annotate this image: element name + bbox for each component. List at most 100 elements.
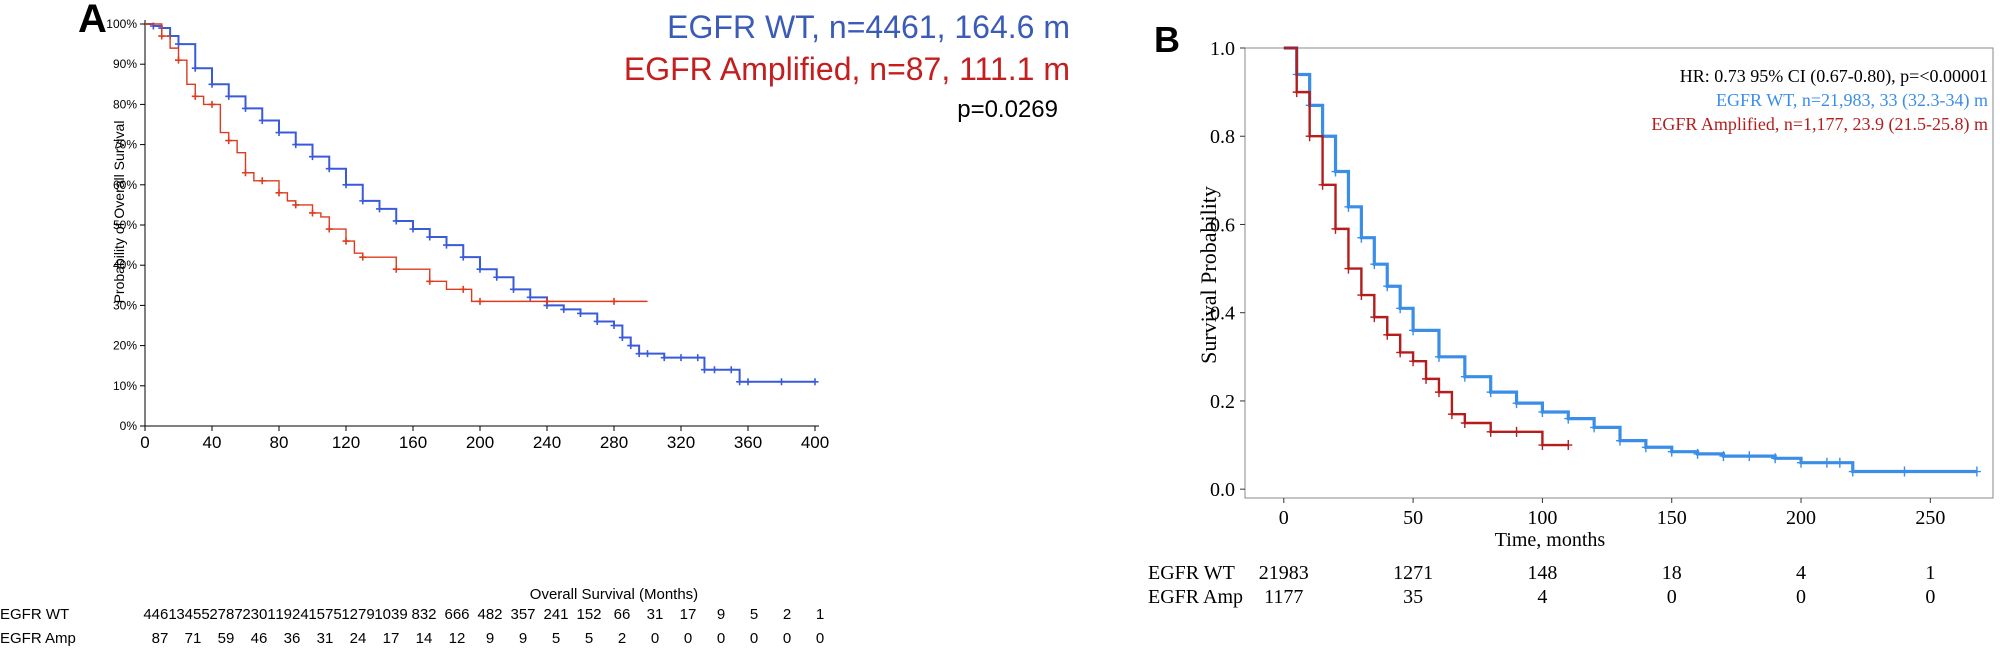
censor-mark	[711, 366, 718, 374]
censor-mark	[1564, 440, 1573, 451]
censor-mark	[1331, 166, 1340, 177]
y-tick-label: 50%	[113, 218, 137, 232]
censor-mark	[677, 354, 685, 362]
risk-cell: 9	[486, 630, 494, 647]
censor-mark	[225, 92, 233, 100]
egfr-amp-curve	[145, 23, 648, 303]
censor-mark	[1422, 373, 1431, 384]
censor-mark	[543, 297, 551, 305]
censor-mark	[493, 273, 501, 281]
censor-mark	[359, 197, 367, 205]
panel-a-chart: A 0% 10% 20% 30% 40% 50% 60% 70% 80% 90% 100% 0 40 80…	[0, 0, 1070, 647]
censor-mark	[1357, 232, 1366, 243]
y-tick-label: 40%	[113, 258, 137, 272]
y-tick-label: 0.6	[1210, 214, 1235, 236]
risk-cell: 1924	[275, 606, 308, 623]
censor-mark	[635, 350, 643, 358]
y-tick-label: 0.4	[1210, 303, 1235, 325]
risk-cell: 87	[152, 630, 169, 647]
legend-egfr-wt: EGFR WT, n=21,983, 33 (32.3-34) m	[1716, 90, 1988, 111]
censor-mark	[1616, 435, 1624, 446]
censor-mark	[526, 293, 534, 301]
risk-cell: 2	[618, 630, 626, 647]
x-tick-label: 320	[667, 433, 695, 452]
y-tick-label: 100%	[106, 17, 137, 31]
x-tick-label: 50	[1403, 507, 1423, 529]
censor-mark	[292, 201, 300, 209]
censor-mark	[644, 350, 651, 358]
panel-a-axes: 0% 10% 20% 30% 40% 50% 60% 70% 80% 90% 100% 0 40 80 12…	[106, 17, 829, 452]
censor-mark	[627, 342, 635, 350]
censor-mark	[1590, 422, 1599, 433]
panel-a-label: A	[78, 0, 107, 41]
y-tick-label: 80%	[113, 97, 137, 111]
censor-mark	[727, 366, 735, 374]
censor-mark	[191, 92, 199, 100]
censor-mark	[811, 378, 819, 386]
censor-mark	[409, 225, 417, 233]
risk-cell: 5	[585, 630, 593, 647]
censor-mark	[778, 378, 785, 386]
risk-cell: 148	[1527, 562, 1557, 584]
panel-a-series	[145, 22, 819, 386]
censor-mark	[736, 378, 744, 386]
censor-mark	[577, 309, 584, 317]
censor-mark	[1434, 351, 1443, 362]
x-tick-label: 0	[140, 433, 149, 452]
risk-cell: 1177	[1264, 586, 1303, 608]
risk-cell: 2301	[242, 606, 275, 623]
censor-mark	[1538, 440, 1547, 451]
risk-cell: 482	[477, 606, 502, 623]
y-tick-label: 1.0	[1210, 38, 1235, 60]
censor-mark	[459, 285, 467, 293]
risk-cell: 24	[350, 630, 367, 647]
y-tick-label: 90%	[113, 57, 137, 71]
censor-mark	[1641, 442, 1650, 453]
x-tick-label: 40	[203, 433, 222, 452]
risk-cell: 4	[1537, 586, 1547, 608]
censor-mark	[1344, 201, 1353, 212]
y-tick-label: 70%	[113, 138, 137, 152]
egfr-wt-curve	[1283, 46, 1977, 474]
risk-cell: 5	[552, 630, 560, 647]
censor-mark	[1370, 259, 1379, 270]
censor-mark	[1396, 303, 1405, 314]
censor-mark	[1396, 347, 1405, 358]
censor-mark	[392, 217, 400, 225]
x-tick-label: 400	[801, 433, 829, 452]
egfr-wt-censor-marks	[149, 22, 819, 386]
censor-mark	[275, 129, 283, 137]
risk-cell: 0	[1925, 586, 1935, 608]
risk-row-label: EGFR Amp	[0, 630, 76, 647]
risk-cell: 0	[816, 630, 824, 647]
censor-mark	[392, 265, 400, 273]
censor-mark	[258, 116, 266, 124]
egfr-wt-censor-marks	[1292, 69, 1981, 477]
legend-egfr-amplified: EGFR Amplified, n=1,177, 23.9 (21.5-25.8…	[1651, 114, 1988, 135]
censor-mark	[1771, 453, 1780, 464]
censor-mark	[1900, 466, 1909, 477]
risk-cell: 31	[647, 606, 664, 623]
risk-cell: 0	[783, 630, 791, 647]
risk-cell: 0	[651, 630, 659, 647]
panel-a-risk-table: EGFR WT 4461 3455 2787 2301 1924 1575 1279 1039 8…	[0, 606, 824, 647]
risk-cell: 0	[717, 630, 725, 647]
censor-mark	[1972, 466, 1981, 477]
censor-mark	[694, 354, 702, 362]
x-tick-label: 0	[1279, 507, 1289, 529]
risk-cell: 31	[317, 630, 334, 647]
y-tick-label: 30%	[113, 298, 137, 312]
risk-cell: 1279	[341, 606, 374, 623]
censor-mark	[1292, 87, 1301, 98]
censor-mark	[342, 181, 350, 189]
risk-cell: 4461	[143, 606, 176, 623]
censor-mark	[1564, 413, 1573, 424]
risk-cell: 4	[1796, 562, 1806, 584]
censor-mark	[560, 305, 568, 313]
risk-cell: 59	[218, 630, 235, 647]
censor-mark	[1667, 446, 1676, 457]
panel-b-label: B	[1154, 19, 1180, 60]
censor-mark	[1383, 281, 1392, 292]
risk-cell: 1039	[374, 606, 407, 623]
y-tick-label: 0.8	[1210, 126, 1235, 148]
